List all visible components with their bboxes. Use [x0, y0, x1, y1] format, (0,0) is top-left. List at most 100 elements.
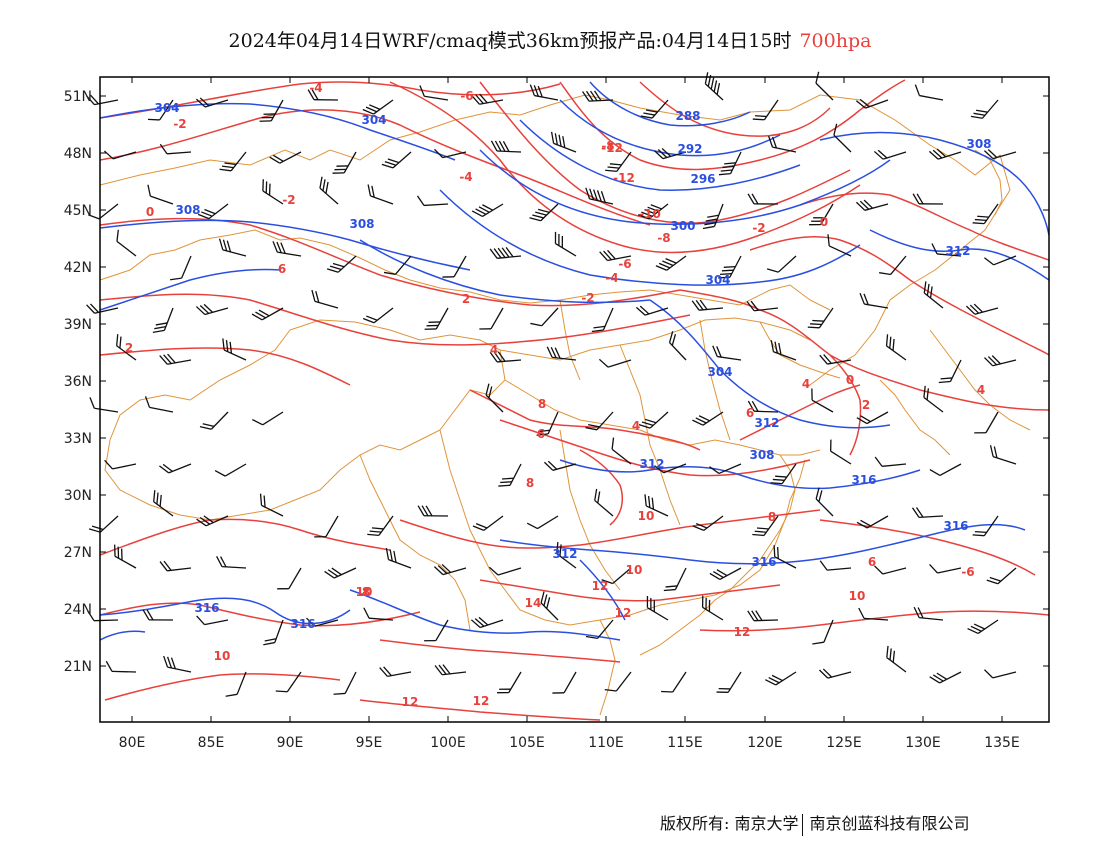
barb-staff — [490, 307, 504, 330]
wind-barb — [472, 515, 504, 532]
barb-flag — [912, 193, 920, 205]
border-line — [639, 454, 796, 656]
barb-flag — [591, 329, 604, 333]
wind-barb — [196, 615, 229, 626]
temperature-label: -12 — [613, 171, 635, 185]
barb-flag — [428, 321, 441, 323]
barb-flag — [489, 352, 498, 363]
wind-barb — [830, 439, 852, 465]
barb-flag — [819, 560, 828, 571]
barb-staff — [703, 515, 724, 531]
barb-flag — [114, 544, 116, 557]
temperature-contour — [99, 347, 351, 386]
barb-flag — [972, 534, 985, 537]
company-text: 南京创蓝科技有限公司 — [809, 814, 970, 833]
wind-barb — [554, 231, 577, 257]
wind-barb — [712, 345, 742, 361]
geopotential-label: 292 — [677, 142, 702, 156]
barb-flag — [752, 533, 765, 537]
barb-staff — [827, 567, 852, 571]
barb-flag — [334, 168, 347, 171]
barb-flag — [546, 597, 551, 609]
border-line — [559, 429, 621, 591]
barb-flag — [275, 690, 288, 693]
barb-flag — [970, 625, 982, 632]
barb-flag — [724, 162, 736, 165]
barb-flag — [751, 193, 759, 205]
barb-flag — [716, 83, 721, 95]
barb-flag — [442, 276, 455, 278]
wind-barb — [815, 487, 834, 517]
barb-flag — [641, 211, 653, 217]
barb-flag — [546, 346, 553, 358]
barb-staff — [890, 255, 907, 275]
barb-staff — [261, 307, 284, 321]
wind-barb — [116, 229, 137, 257]
geopotential-label: 308 — [349, 217, 374, 231]
barb-flag — [650, 204, 662, 210]
barb-flag — [765, 679, 777, 686]
wind-barb — [855, 98, 889, 109]
barb-flag — [472, 525, 485, 532]
temperature-label: -10 — [639, 207, 661, 221]
barb-flag — [747, 193, 755, 205]
barb-flag — [712, 345, 718, 357]
barb-flag — [554, 231, 557, 244]
wind-barb — [856, 515, 889, 529]
barb-staff — [815, 82, 834, 101]
wind-barb — [489, 351, 522, 363]
barb-flag — [384, 161, 397, 166]
barb-flag — [722, 165, 735, 169]
barb-flag — [159, 494, 162, 507]
wind-barb — [819, 354, 852, 365]
barb-flag — [424, 328, 437, 330]
barb-flag — [363, 607, 370, 619]
wind-barb — [216, 556, 247, 569]
wind-barb — [928, 148, 962, 160]
temperature-contours — [99, 79, 1050, 721]
barb-flag — [225, 340, 229, 352]
barb-flag — [756, 527, 769, 530]
barb-flag — [936, 672, 948, 680]
wind-barb — [640, 99, 669, 119]
lat-label: 21N — [64, 659, 92, 675]
barb-flag — [561, 236, 564, 248]
barb-flag — [644, 494, 647, 506]
barb-flag — [860, 519, 871, 527]
barb-flag — [327, 569, 339, 577]
temperature-label: 6 — [278, 262, 286, 276]
barb-flag — [645, 109, 658, 113]
barb-flag — [774, 341, 778, 354]
wind-barb — [709, 567, 742, 580]
barb-flag — [585, 635, 598, 640]
wind-barb — [611, 437, 632, 465]
border-line — [99, 94, 1011, 386]
geopotential-contour — [559, 459, 921, 490]
wind-barb — [225, 671, 247, 697]
wind-barb — [105, 660, 137, 673]
barb-flag — [489, 248, 498, 259]
temperature-contour — [799, 192, 1050, 261]
barb-flag — [709, 466, 720, 474]
wind-barb — [984, 255, 1017, 266]
geopotential-contour — [649, 299, 891, 429]
geopotential-contour — [819, 131, 1050, 236]
barb-flag — [917, 607, 924, 619]
geopotential-contour — [589, 81, 751, 127]
barb-flag — [692, 525, 705, 531]
wind-barb — [692, 411, 724, 426]
temperature-label: 10 — [849, 589, 866, 603]
barb-flag — [421, 505, 429, 517]
geopotential-label: 304 — [361, 113, 386, 127]
barb-flag — [594, 488, 598, 501]
barb-flag — [417, 505, 425, 517]
barb-flag — [276, 241, 282, 254]
barb-flag — [331, 567, 342, 576]
barb-staff — [236, 671, 247, 695]
barb-staff — [607, 359, 632, 368]
barb-flag — [434, 665, 443, 676]
barb-flag — [914, 84, 921, 96]
barb-flag — [609, 163, 622, 166]
barb-flag — [708, 599, 711, 612]
barb-staff — [985, 411, 999, 434]
